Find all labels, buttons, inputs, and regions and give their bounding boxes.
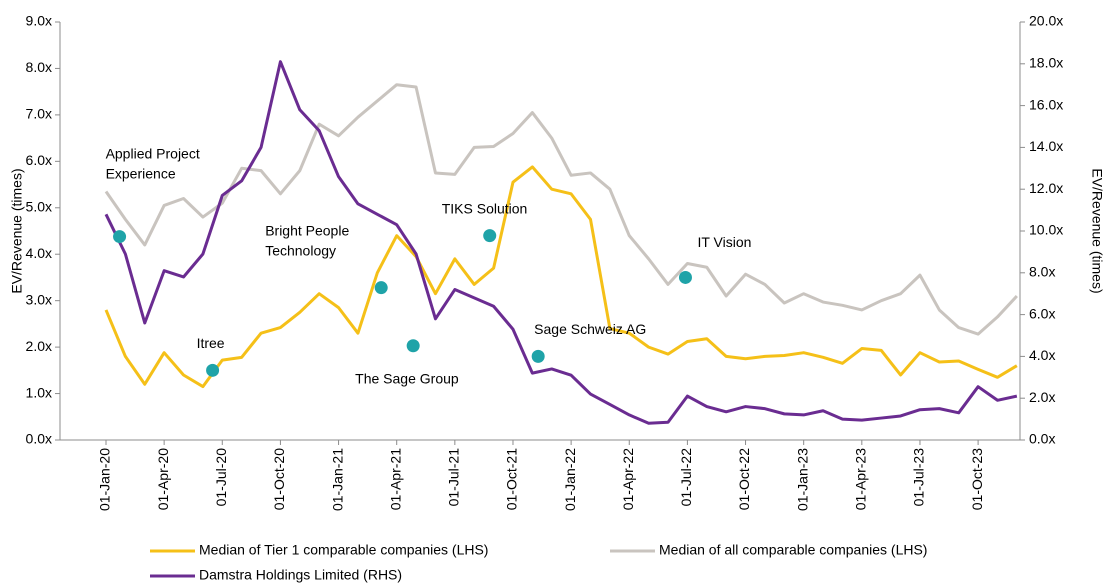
y-tick-label: 6.0x: [26, 152, 52, 168]
x-tick-label: 01-Oct-20: [271, 448, 287, 510]
deal-label: Bright People: [265, 222, 349, 238]
series-line: [104, 60, 1018, 425]
deal-label: IT Vision: [697, 234, 751, 250]
x-tick-label: 01-Jul-20: [213, 448, 229, 507]
series-line: [104, 83, 1018, 336]
deal-label: TIKS Solution: [442, 200, 528, 216]
y-tick-label: 3.0x: [26, 291, 52, 307]
deal-marker: [406, 339, 420, 353]
y2-tick-label: 8.0x: [1029, 264, 1055, 280]
x-tick-label: 01-Jan-22: [562, 448, 578, 511]
y2-tick-label: 16.0x: [1029, 96, 1063, 112]
legend-label: Median of Tier 1 comparable companies (L…: [199, 542, 488, 558]
deal-label: Sage Schweiz AG: [534, 321, 646, 337]
y2-tick-label: 12.0x: [1029, 180, 1063, 196]
deal-label: Technology: [265, 242, 336, 258]
deal-label: Itree: [197, 335, 225, 351]
deal-marker: [678, 270, 692, 284]
deal-marker: [113, 230, 127, 244]
x-tick-label: 01-Oct-23: [969, 448, 985, 510]
x-tick-label: 01-Oct-21: [504, 448, 520, 510]
x-tick-label: 01-Apr-21: [387, 448, 403, 510]
y2-tick-label: 10.0x: [1029, 222, 1063, 238]
y2-tick-label: 20.0x: [1029, 13, 1063, 29]
deal-marker: [531, 349, 545, 363]
y2-tick-label: 6.0x: [1029, 305, 1055, 321]
y-tick-label: 1.0x: [26, 384, 52, 400]
legend-label: Damstra Holdings Limited (RHS): [199, 567, 402, 583]
x-tick-label: 01-Oct-22: [736, 448, 752, 510]
y2-tick-label: 2.0x: [1029, 389, 1055, 405]
y-tick-label: 2.0x: [26, 338, 52, 354]
series-line: [104, 165, 1018, 389]
deal-marker: [483, 229, 497, 243]
x-tick-label: 01-Jul-21: [446, 448, 462, 507]
x-tick-label: 01-Jan-20: [97, 448, 113, 511]
deal-marker: [374, 281, 388, 295]
x-tick-label: 01-Apr-20: [155, 448, 171, 510]
y-tick-label: 4.0x: [26, 245, 52, 261]
deal-marker: [206, 363, 220, 377]
legend-label: Median of all comparable companies (LHS): [659, 542, 927, 558]
y-tick-label: 9.0x: [26, 13, 52, 29]
y2-tick-label: 18.0x: [1029, 55, 1063, 71]
x-tick-label: 01-Jan-23: [794, 448, 810, 511]
y-tick-label: 5.0x: [26, 198, 52, 214]
x-tick-label: 01-Jul-22: [678, 448, 694, 507]
x-tick-label: 01-Jul-23: [911, 448, 927, 507]
deal-label: Applied Project: [106, 145, 200, 161]
deal-label: Experience: [106, 165, 176, 181]
y2-tick-label: 14.0x: [1029, 138, 1063, 154]
x-tick-label: 01-Apr-23: [853, 448, 869, 510]
y2-tick-label: 0.0x: [1029, 431, 1055, 447]
y-axis-label: EV/Revenue (times): [9, 168, 25, 293]
y2-tick-label: 4.0x: [1029, 347, 1055, 363]
x-tick-label: 01-Apr-22: [620, 448, 636, 510]
y-tick-label: 0.0x: [26, 431, 52, 447]
y-tick-label: 7.0x: [26, 106, 52, 122]
x-tick-label: 01-Jan-21: [329, 448, 345, 511]
y-tick-label: 8.0x: [26, 59, 52, 75]
deal-label: The Sage Group: [355, 370, 459, 386]
y2-axis-label: EV/Revenue (times): [1089, 168, 1105, 293]
